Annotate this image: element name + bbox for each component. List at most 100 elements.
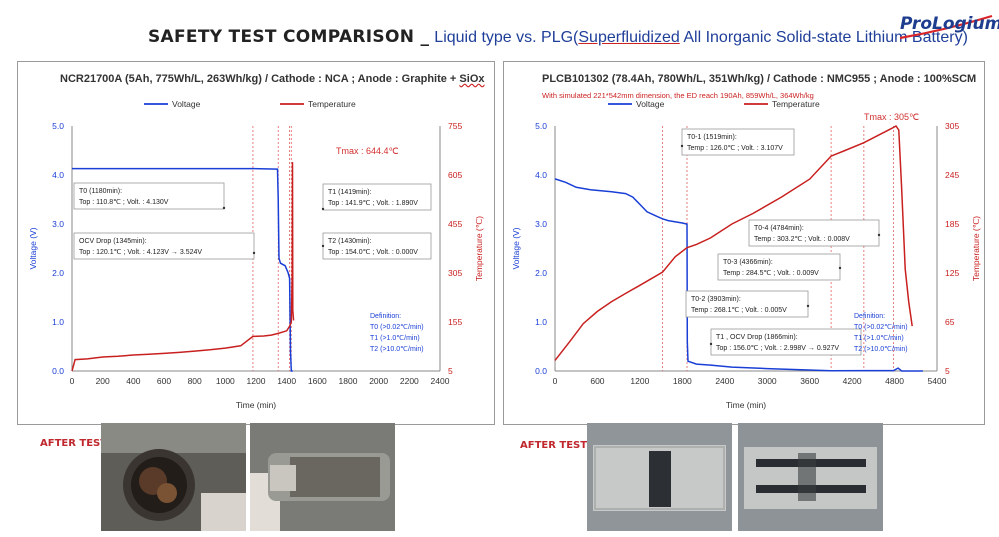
right-legend-label: Voltage xyxy=(636,99,665,109)
chart-right-title: PLCB101302 (78.4Ah, 780Wh/L, 351Wh/kg) /… xyxy=(542,73,977,85)
right-x-tick-label: 5400 xyxy=(928,376,947,386)
right-annotation-text: T0-1 (1519min): xyxy=(687,134,737,141)
right-annotation-text: Top : 156.0℃ ; Volt. : 2.998V → 0.927V xyxy=(716,345,839,352)
left-x-tick-label: 1400 xyxy=(277,376,296,386)
title-sub-c: All Inorganic Solid-state Lithium Batter… xyxy=(679,29,968,46)
left-definition-text: Definition: xyxy=(370,313,401,320)
right-annotation-box xyxy=(685,290,809,318)
photo-plg-cell-right xyxy=(738,423,883,531)
right-y-right-tick-label: 65 xyxy=(945,317,955,327)
photo-burnt-cell-side xyxy=(250,423,395,531)
left-annotation-arrow-anchor xyxy=(252,251,256,255)
left-annotation-text: Top : 154.0℃ ; Volt. : 0.000V xyxy=(328,249,418,256)
left-x-tick-label: 2000 xyxy=(369,376,388,386)
left-x-axis-label: Time (min) xyxy=(236,400,276,410)
left-annotation-text: T1 (1419min): xyxy=(328,189,372,196)
chart-right-svg: 0 600 1200 1800 2400 3000 3600 4200 4800 5400 Time… xyxy=(511,99,981,410)
after-test-label-right: AFTER TEST xyxy=(520,440,588,451)
right-annotation-text: T0-2 (3903min): xyxy=(691,296,741,303)
right-definition-text: T0 (>0.02℃/min) xyxy=(854,324,908,331)
left-legend-label: Temperature xyxy=(308,99,356,109)
left-y-left-tick-label: 2.0 xyxy=(52,268,64,278)
left-x-tick-label: 400 xyxy=(126,376,140,386)
right-annotation-box xyxy=(717,253,841,281)
left-annotation-arrow-anchor xyxy=(321,244,325,248)
right-x-tick-label: 1800 xyxy=(673,376,692,386)
right-annotation-arrow-anchor xyxy=(709,342,713,346)
right-x-axis-label: Time (min) xyxy=(726,400,766,410)
left-y-left-tick-label: 5.0 xyxy=(52,121,64,131)
right-y-left-axis-label: Voltage (V) xyxy=(511,227,521,269)
left-y-left-axis-label: Voltage (V) xyxy=(28,227,38,269)
left-y-left-tick-label: 3.0 xyxy=(52,219,64,229)
right-x-tick-label: 600 xyxy=(590,376,604,386)
left-x-tick-label: 1000 xyxy=(216,376,235,386)
left-x-tick-label: 1600 xyxy=(308,376,327,386)
left-y-left-tick-label: 4.0 xyxy=(52,170,64,180)
left-annotation-text: T2 (1430min): xyxy=(328,238,372,245)
right-annotation-box xyxy=(748,219,880,247)
right-definition-text: T2 (>10.0℃/min) xyxy=(854,346,908,353)
right-annotation-box xyxy=(710,328,862,356)
right-x-tick-label: 0 xyxy=(553,376,558,386)
left-x-tick-label: 200 xyxy=(96,376,110,386)
left-series-temperature-line xyxy=(71,162,295,372)
left-x-tick-label: 1200 xyxy=(247,376,266,386)
right-annotation-arrow-anchor xyxy=(806,304,810,308)
right-x-tick-label: 4200 xyxy=(843,376,862,386)
left-y-left-tick-label: 0.0 xyxy=(52,366,64,376)
right-annotation-text: Temp : 268.1℃ ; Volt. : 0.005V xyxy=(691,307,787,314)
right-y-left-tick-label: 3.0 xyxy=(535,219,547,229)
right-annotation-text: T0-3 (4366min): xyxy=(723,259,773,266)
right-y-right-tick-label: 125 xyxy=(945,268,959,278)
left-series-voltage-line xyxy=(72,167,293,372)
left-annotation-box xyxy=(73,232,255,260)
right-annotation-arrow-anchor xyxy=(838,266,842,270)
left-x-tick-label: 2200 xyxy=(400,376,419,386)
right-x-tick-label: 1200 xyxy=(630,376,649,386)
left-y-right-tick-label: 755 xyxy=(448,121,462,131)
left-y-right-tick-label: 455 xyxy=(448,219,462,229)
right-definition-text: T1 (>1.0℃/min) xyxy=(854,335,904,342)
right-y-left-tick-label: 4.0 xyxy=(535,170,547,180)
right-annotation-text: Temp : 303.2℃ ; Volt. : 0.008V xyxy=(754,236,850,243)
right-annotation-text: Temp : 126.0℃ ; Volt. : 3.107V xyxy=(687,145,783,152)
right-x-tick-label: 2400 xyxy=(715,376,734,386)
chart-right-subtitle: With simulated 221*542mm dimension, the … xyxy=(542,91,814,100)
right-y-left-tick-label: 1.0 xyxy=(535,317,547,327)
right-annotation-arrow-anchor xyxy=(680,144,684,148)
right-annotation-text: Temp : 284.5℃ ; Volt. : 0.009V xyxy=(723,270,819,277)
title-main: SAFETY TEST COMPARISON _ xyxy=(148,27,430,47)
right-y-right-tick-label: 305 xyxy=(945,121,959,131)
left-x-tick-label: 2400 xyxy=(431,376,450,386)
left-x-tick-label: 1800 xyxy=(339,376,358,386)
left-x-tick-label: 600 xyxy=(157,376,171,386)
burnt-cell-side-image xyxy=(250,423,395,531)
right-y-left-tick-label: 0.0 xyxy=(535,366,547,376)
right-annotation-text: T0-4 (4784min): xyxy=(754,225,804,232)
title-sub: Liquid type vs. PLG(Superfluidized All I… xyxy=(434,29,968,46)
left-annotation-text: Top : 141.9℃ ; Volt. : 1.890V xyxy=(328,200,418,207)
right-y-right-tick-label: 5 xyxy=(945,366,950,376)
left-y-right-tick-label: 155 xyxy=(448,317,462,327)
right-x-tick-label: 3000 xyxy=(758,376,777,386)
left-annotation-text: OCV Drop (1345min): xyxy=(79,238,147,245)
plg-cell-left-image xyxy=(587,423,732,531)
right-legend-label: Temperature xyxy=(772,99,820,109)
left-annotation-box xyxy=(73,182,225,210)
chart-left-title-a: NCR21700A (5Ah, 775Wh/L, 263Wh/kg) / Cat… xyxy=(60,73,460,85)
right-annotation-text: T1 , OCV Drop (1866min): xyxy=(716,334,798,341)
chart-left-title-b: SiOx xyxy=(459,73,485,85)
right-y-right-tick-label: 185 xyxy=(945,219,959,229)
left-annotation-text: Top : 110.8℃ ; Volt. : 4.130V xyxy=(79,199,169,206)
right-tmax-label: Tmax : 305℃ xyxy=(864,112,919,122)
photo-burnt-cell-top xyxy=(101,423,246,531)
title-sub-a: Liquid type vs. PLG( xyxy=(434,29,579,46)
page-title: SAFETY TEST COMPARISON _ Liquid type vs.… xyxy=(148,26,968,47)
left-tmax-label: Tmax : 644.4℃ xyxy=(336,146,399,156)
left-x-tick-label: 800 xyxy=(188,376,202,386)
left-x-tick-label: 0 xyxy=(70,376,75,386)
left-annotation-text: T0 (1180min): xyxy=(79,188,122,195)
left-y-right-axis-label: Temperature (℃) xyxy=(474,216,484,281)
after-test-label-left: AFTER TEST xyxy=(40,438,108,449)
